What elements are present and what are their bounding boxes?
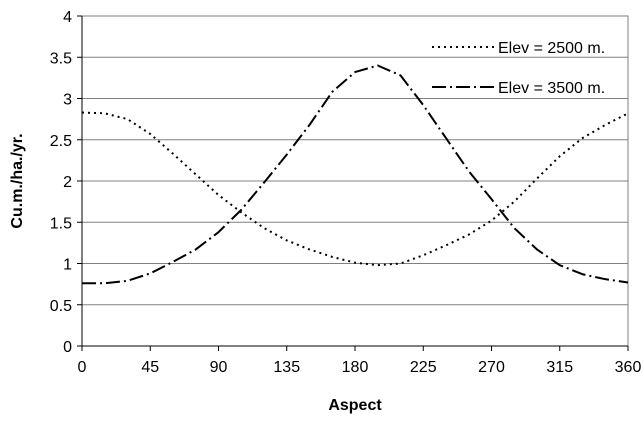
- x-axis-title: Aspect: [328, 397, 382, 414]
- y-axis-title: Cu.m./ha./yr.: [9, 133, 26, 228]
- legend-label-1: Elev = 2500 m.: [498, 40, 605, 57]
- x-axis-ticks: 0 45 90 135 180 225 270 315 360: [78, 346, 642, 376]
- y-tick-label: 1.5: [50, 215, 72, 232]
- x-tick-label: 135: [273, 359, 300, 376]
- legend-label-2: Elev = 3500 m.: [498, 80, 605, 97]
- y-tick-label: 0.5: [50, 298, 72, 315]
- y-axis-ticks: 0 0.5 1 1.5 2 2.5 3 3.5 4: [50, 9, 82, 356]
- x-tick-label: 180: [342, 359, 369, 376]
- y-tick-label: 4: [63, 9, 72, 26]
- x-tick-label: 360: [615, 359, 642, 376]
- y-tick-label: 3: [63, 92, 72, 109]
- x-tick-label: 45: [141, 359, 159, 376]
- x-tick-label: 270: [478, 359, 505, 376]
- y-tick-label: 2: [63, 174, 72, 191]
- y-tick-label: 3.5: [50, 50, 72, 67]
- x-tick-label: 0: [78, 359, 87, 376]
- x-tick-label: 90: [210, 359, 228, 376]
- y-tick-label: 0: [63, 339, 72, 356]
- y-tick-label: 2.5: [50, 133, 72, 150]
- x-tick-label: 225: [410, 359, 437, 376]
- y-tick-label: 1: [63, 257, 72, 274]
- x-tick-label: 315: [546, 359, 573, 376]
